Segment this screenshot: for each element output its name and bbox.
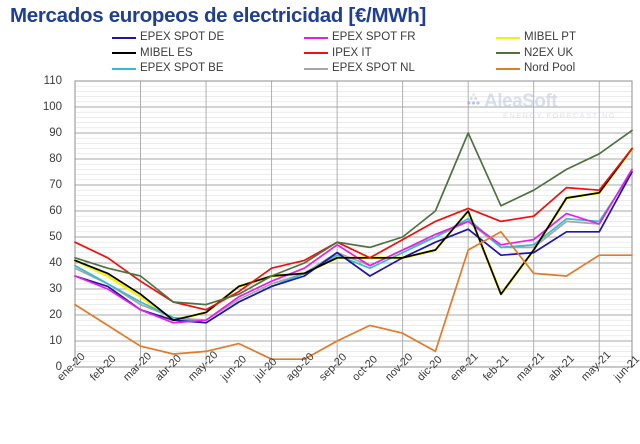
- legend-label: N2EX UK: [524, 46, 574, 59]
- x-axis-tick-label: ago-20: [284, 350, 318, 384]
- y-axis-tick-label: 70: [49, 179, 62, 191]
- legend-swatch-icon: [496, 36, 520, 39]
- x-axis-tick-label: may-20: [186, 349, 221, 384]
- legend-item: EPEX SPOT BE: [112, 61, 304, 77]
- x-axis-tick-label: ene-21: [448, 350, 481, 384]
- x-axis-tick-label: oct-20: [349, 353, 380, 384]
- y-axis-tick-label: 80: [49, 153, 62, 165]
- page-title: Mercados europeos de electricidad [€/MWh…: [10, 4, 427, 27]
- legend-item: N2EX UK: [496, 46, 616, 62]
- series-line: [74, 171, 633, 324]
- x-axis-tick-label: jun-20: [218, 353, 249, 384]
- legend-label: EPEX SPOT DE: [140, 31, 225, 43]
- y-axis-tick-label: 100: [42, 101, 62, 113]
- legend-label: EPEX SPOT FR: [332, 31, 416, 43]
- legend-label: EPEX SPOT BE: [140, 62, 224, 74]
- y-axis-tick-label: 60: [49, 205, 62, 217]
- series-line: [74, 129, 633, 306]
- x-axis-tick-label: dic-20: [415, 353, 446, 384]
- chart-legend: EPEX SPOT DE EPEX SPOT FR MIBEL PT MIBEL ES…: [112, 30, 612, 77]
- legend-swatch-icon: [112, 36, 136, 39]
- legend-item: MIBEL ES: [112, 46, 304, 62]
- y-axis-tick-label: 30: [49, 283, 62, 295]
- legend-item: EPEX SPOT DE: [112, 30, 304, 46]
- legend-swatch-icon: [304, 67, 328, 70]
- y-axis-tick-label: 40: [49, 257, 62, 269]
- legend-item: Nord Pool: [496, 61, 616, 77]
- legend-label: MIBEL PT: [524, 31, 576, 43]
- y-axis-tick-label: 50: [49, 231, 62, 243]
- x-axis-tick-label: feb-21: [480, 352, 512, 384]
- x-axis-tick-label: mar-21: [513, 350, 547, 384]
- legend-label: IPEX IT: [332, 46, 372, 59]
- legend-item: EPEX SPOT FR: [304, 30, 496, 46]
- legend-label: EPEX SPOT NL: [332, 62, 415, 74]
- legend-swatch-icon: [304, 36, 328, 39]
- y-axis-tick-label: 10: [49, 335, 62, 347]
- x-axis-tick-label: jun-21: [612, 353, 640, 384]
- y-axis-tick-label: 0: [55, 361, 62, 373]
- x-axis-tick-label: may-21: [579, 349, 614, 384]
- y-axis-tick-label: 20: [49, 309, 62, 321]
- legend-swatch-icon: [496, 52, 520, 55]
- x-axis-tick-label: jul-20: [251, 355, 280, 384]
- legend-swatch-icon: [112, 67, 136, 70]
- x-axis-tick-label: ene-20: [55, 350, 88, 384]
- legend-item: MIBEL PT: [496, 30, 616, 46]
- legend-swatch-icon: [496, 67, 520, 70]
- legend-item: IPEX IT: [304, 46, 496, 62]
- legend-swatch-icon: [112, 52, 136, 55]
- legend-label: MIBEL ES: [140, 46, 193, 59]
- y-axis: 110 100 90 80 70 60 50 40 30 20 10 0: [0, 0, 70, 444]
- legend-item: EPEX SPOT NL: [304, 61, 496, 77]
- x-axis-tick-label: nov-20: [382, 351, 415, 384]
- series-line: [74, 230, 633, 361]
- legend-swatch-icon: [304, 52, 328, 55]
- series-line: [74, 147, 633, 322]
- y-axis-tick-label: 110: [43, 75, 62, 87]
- y-axis-tick-label: 90: [49, 127, 62, 139]
- x-axis-tick-label: abr-21: [546, 352, 578, 384]
- x-axis-tick-label: feb-20: [87, 352, 119, 384]
- series-line: [74, 168, 633, 324]
- x-axis-tick-label: sep-20: [317, 351, 350, 384]
- x-axis-tick-label: abr-20: [153, 352, 185, 384]
- x-axis-tick-label: mar-20: [120, 350, 154, 384]
- legend-label: Nord Pool: [524, 62, 576, 74]
